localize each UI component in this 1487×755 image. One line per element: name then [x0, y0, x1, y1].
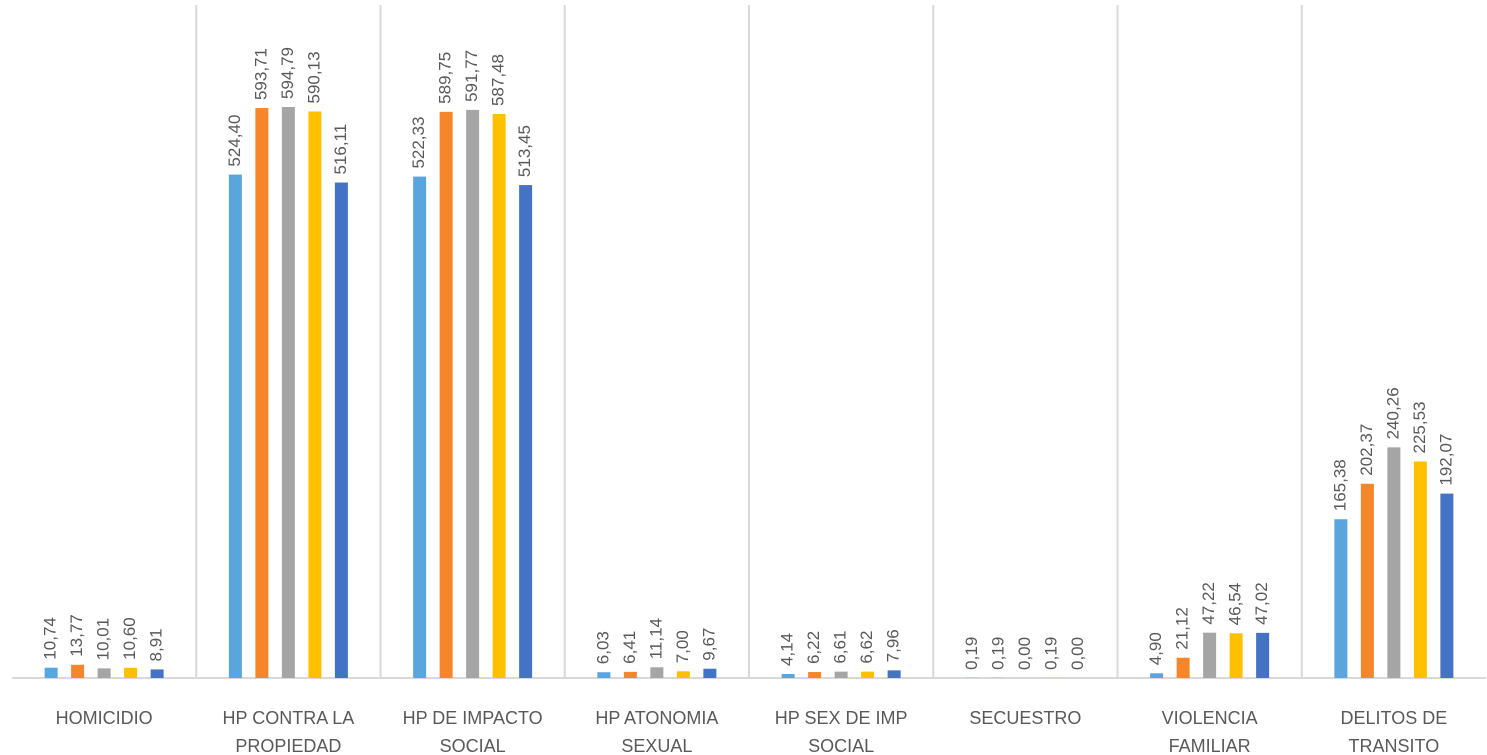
value-label: 591,77 — [462, 50, 481, 102]
bar — [650, 667, 664, 678]
bar — [150, 669, 164, 678]
bar — [97, 668, 111, 678]
value-label: 524,40 — [225, 115, 244, 167]
value-label: 10,60 — [120, 617, 139, 660]
value-label: 6,62 — [857, 631, 876, 664]
value-label: 513,45 — [515, 125, 534, 177]
bar — [887, 670, 901, 678]
bar — [492, 114, 506, 678]
value-label: 9,67 — [699, 628, 718, 661]
value-label: 240,26 — [1383, 387, 1402, 439]
bar — [703, 668, 717, 678]
value-label: 11,14 — [646, 618, 665, 659]
x-tick-label: HP SEX DE IMP SOCIAL — [774, 708, 908, 755]
value-label: 6,41 — [620, 631, 639, 664]
value-label: 6,22 — [804, 631, 823, 664]
value-label: 587,48 — [489, 54, 508, 106]
x-tick-label: DELITOS DE TRANSITO — [1340, 708, 1448, 755]
x-tick-label: VIOLENCIA FAMILIAR — [1161, 708, 1258, 755]
bar — [308, 111, 322, 678]
bar — [781, 674, 795, 678]
value-label: 589,75 — [436, 52, 455, 104]
bar — [1413, 461, 1427, 678]
bar — [808, 672, 822, 678]
bar — [597, 672, 611, 678]
x-tick-label: HP DE IMPACTO SOCIAL — [402, 708, 543, 755]
value-label: 192,07 — [1436, 434, 1455, 486]
value-label: 0,19 — [962, 637, 981, 670]
bar — [1229, 633, 1243, 678]
bar — [1203, 632, 1217, 678]
bar — [1176, 657, 1190, 678]
value-label: 7,96 — [884, 629, 903, 662]
bar — [124, 667, 138, 678]
value-label: 46,54 — [1226, 583, 1245, 626]
bar — [281, 107, 295, 678]
value-label: 516,11 — [331, 124, 350, 175]
bar — [1334, 519, 1348, 678]
bar — [1440, 493, 1454, 678]
value-label: 6,03 — [593, 631, 612, 664]
value-label: 522,33 — [409, 117, 428, 169]
bar — [413, 176, 427, 678]
value-label: 47,02 — [1252, 582, 1271, 625]
bar — [1256, 632, 1270, 678]
value-label: 0,00 — [1015, 637, 1034, 670]
value-label: 13,77 — [67, 614, 86, 657]
bar — [334, 182, 348, 678]
bar — [439, 111, 453, 678]
bar — [519, 185, 533, 679]
value-label: 10,01 — [94, 618, 113, 661]
x-tick-label: HP ATONOMIA SEXUAL — [595, 708, 719, 755]
value-label: 21,12 — [1173, 607, 1192, 650]
x-tick-label: HP CONTRA LA PROPIEDAD — [222, 708, 355, 755]
value-label: 4,90 — [1146, 632, 1165, 665]
bar — [466, 109, 480, 678]
value-label: 10,74 — [41, 617, 60, 660]
bar — [1150, 673, 1164, 678]
value-label: 590,13 — [304, 51, 323, 103]
value-label: 0,19 — [1041, 637, 1060, 670]
bar — [255, 108, 269, 678]
value-label: 165,38 — [1330, 459, 1349, 511]
bar — [44, 667, 58, 678]
bar — [71, 664, 85, 678]
value-label: 594,79 — [278, 47, 297, 99]
value-label: 7,00 — [673, 630, 692, 663]
bar — [623, 671, 637, 678]
bar — [861, 671, 875, 678]
value-label: 0,19 — [988, 637, 1007, 670]
bar — [834, 671, 848, 678]
value-label: 47,22 — [1199, 582, 1218, 625]
bar — [1387, 447, 1401, 678]
value-label: 8,91 — [147, 628, 166, 661]
value-label: 4,14 — [778, 633, 797, 666]
x-tick-label: HOMICIDIO — [55, 708, 153, 728]
value-label: 0,00 — [1068, 637, 1087, 670]
bar — [1360, 483, 1374, 678]
value-label: 593,71 — [251, 48, 270, 100]
x-tick-label: SECUESTRO — [969, 708, 1082, 728]
value-label: 225,53 — [1410, 401, 1429, 453]
bar — [228, 174, 242, 678]
bar — [676, 671, 690, 678]
value-label: 6,61 — [831, 631, 850, 664]
value-label: 202,37 — [1357, 424, 1376, 476]
